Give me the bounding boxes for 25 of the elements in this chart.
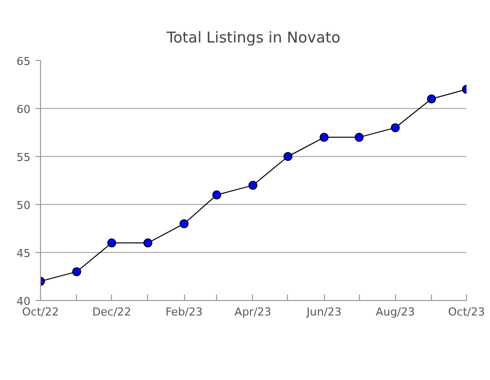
- x-tick-label: Oct/23: [448, 306, 485, 318]
- y-tick-label: 65: [16, 55, 31, 68]
- point: [426, 94, 436, 104]
- x-tick-label: Apr/23: [234, 306, 272, 318]
- x-tick-label: Jun/23: [306, 306, 342, 318]
- y-tick-label: 60: [16, 103, 31, 116]
- point: [72, 267, 82, 276]
- y-tick-label: 45: [16, 247, 31, 260]
- point: [212, 190, 222, 200]
- point: [283, 152, 292, 161]
- y-tick-label: 40: [16, 295, 31, 308]
- point: [143, 238, 152, 248]
- point: [320, 132, 329, 142]
- point: [248, 180, 258, 190]
- x-tick-label: Dec/22: [92, 306, 132, 318]
- point: [390, 123, 400, 132]
- point: [354, 132, 364, 142]
- x-tick-label: Feb/23: [165, 306, 203, 318]
- y-tick-label: 55: [16, 151, 31, 164]
- x-tick-label: Aug/23: [376, 306, 415, 318]
- point: [180, 219, 189, 228]
- chart-title: Total Listings in Novato: [166, 28, 340, 46]
- x-tick-label: Oct/22: [22, 306, 59, 318]
- point: [107, 238, 116, 248]
- y-tick-label: 50: [16, 199, 31, 212]
